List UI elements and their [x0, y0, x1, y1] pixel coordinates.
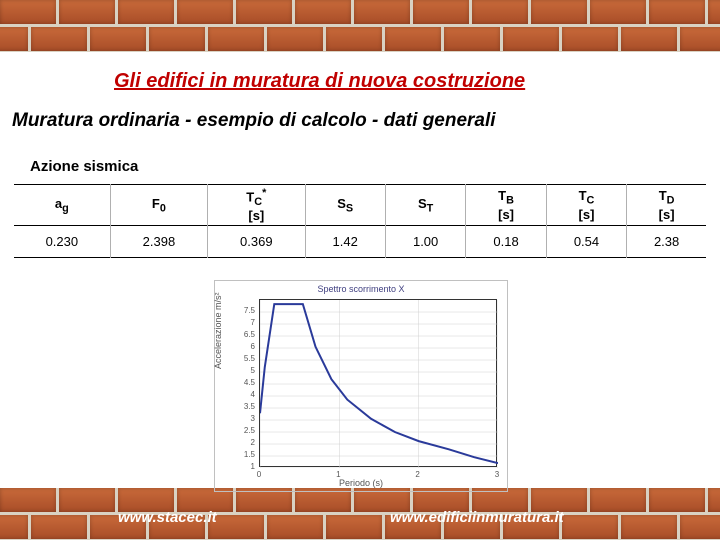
chart-ytick: 6.5: [237, 330, 255, 339]
chart-ytick: 2: [237, 438, 255, 447]
table-cell: 1.42: [305, 225, 385, 257]
chart-ytick: 3.5: [237, 402, 255, 411]
footer-link-right[interactable]: www.edificiinmuratura.it: [390, 509, 564, 526]
table-cell: 2.398: [110, 225, 207, 257]
chart-ytick: 7: [237, 318, 255, 327]
table-cell: 2.38: [627, 225, 706, 257]
footer-link-left[interactable]: www.stacec.it: [118, 509, 217, 526]
chart-ytick: 6: [237, 342, 255, 351]
chart-xtick: 2: [408, 470, 428, 479]
chart-xtick: 0: [249, 470, 269, 479]
chart-ytick: 5: [237, 366, 255, 375]
chart-xtick: 3: [487, 470, 507, 479]
chart-ytick: 1.5: [237, 450, 255, 459]
table-header: ag: [14, 185, 110, 226]
table-cell: 0.369: [208, 225, 305, 257]
parameter-table: agF0TC*[s]SSSTTB[s]TC[s]TD[s] 0.2302.398…: [14, 184, 706, 258]
brick-band-top: [0, 0, 720, 52]
content-area: Gli edifici in muratura di nuova costruz…: [0, 52, 720, 488]
chart-ytick: 5.5: [237, 354, 255, 363]
chart-ytick: 2.5: [237, 426, 255, 435]
page-title-sub: Muratura ordinaria - esempio di calcolo …: [12, 110, 496, 132]
table-header: TD[s]: [627, 185, 706, 226]
table-header: F0: [110, 185, 207, 226]
table-header: TB[s]: [466, 185, 546, 226]
chart-xlabel: Periodo (s): [215, 478, 507, 488]
page-title-main: Gli edifici in muratura di nuova costruz…: [114, 70, 525, 93]
table-cell: 1.00: [385, 225, 465, 257]
chart-ytick: 7.5: [237, 306, 255, 315]
table-cell: 0.18: [466, 225, 546, 257]
chart-xtick: 1: [328, 470, 348, 479]
table-header: ST: [385, 185, 465, 226]
spectrum-chart: Spettro scorrimento X Accelerazione m/s²…: [214, 280, 508, 492]
chart-ytick: 4: [237, 390, 255, 399]
chart-ylabel: Accelerazione m/s²: [213, 292, 223, 369]
chart-ytick: 3: [237, 414, 255, 423]
table-header: TC*[s]: [208, 185, 305, 226]
brick-band-bottom: [0, 488, 720, 540]
chart-plot-area: [259, 299, 497, 467]
table-header: SS: [305, 185, 385, 226]
table-cell: 0.230: [14, 225, 110, 257]
chart-ytick: 4.5: [237, 378, 255, 387]
table-header: TC[s]: [546, 185, 626, 226]
table-cell: 0.54: [546, 225, 626, 257]
chart-title: Spettro scorrimento X: [215, 284, 507, 294]
section-label: Azione sismica: [30, 158, 138, 175]
